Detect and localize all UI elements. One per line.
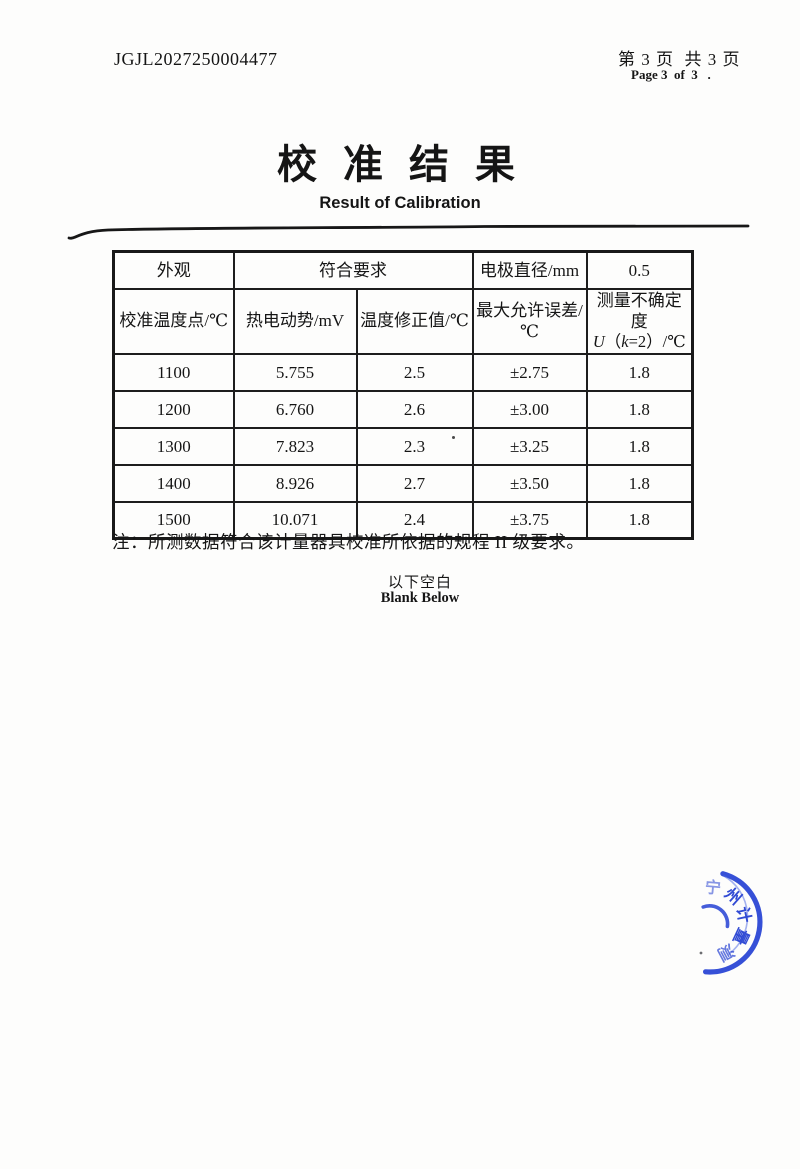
col-header-uncertainty: 测量不确定度 U（k=2）/℃ [585,287,694,355]
stamp-outer-arc [703,871,763,975]
certificate-number: JGJL2027250004477 [114,49,278,69]
cell-max-error: ±3.00 [471,389,588,429]
results-table-container: 外观 符合要求 电极直径/mm 0.5 校准温度点/℃ 热电动势/mV 温度修正… [112,250,694,541]
page-indicator-cn: 第 3 页 共 3 页 [618,50,741,69]
uncertainty-line1: 测量不确定度 [596,290,682,331]
cell-correction: 2.7 [355,463,474,503]
col-header-temp-point: 校准温度点/℃ [112,287,235,355]
cell-uncertainty: 1.8 [585,426,694,466]
cell-electrode-value: 0.5 [585,250,694,290]
cell-temp: 1200 [112,389,235,429]
stamp-char: 量 [729,925,752,947]
cell-correction: 2.4 [355,500,474,540]
table-row-appearance: 外观 符合要求 电极直径/mm 0.5 [112,250,694,290]
stamp-outer-arc-highlight [723,875,749,955]
title-divider-rule [67,224,750,240]
col-header-correction: 温度修正值/℃ [355,287,474,355]
page-subtitle: Result of Calibration [319,194,481,212]
stamp-ink-dot [699,951,703,955]
cell-uncertainty: 1.8 [585,352,694,392]
cell-emf: 7.823 [232,426,358,466]
blank-below-cn: 以下空白 [387,575,452,591]
cell-uncertainty: 1.8 [585,500,694,540]
cell-max-error: ±3.75 [471,500,588,540]
cell-correction: 2.5 [355,352,474,392]
stamp-char: 州 [720,884,745,909]
col-header-emf: 热电动势/mV [232,287,358,355]
calibration-results-table: 外观 符合要求 电极直径/mm 0.5 校准温度点/℃ 热电动势/mV 温度修正… [112,250,694,541]
table-row: 1500 10.071 2.4 ±3.75 1.8 [112,500,694,540]
cell-max-error: ±2.75 [471,352,588,392]
cell-max-error: ±3.25 [471,426,588,466]
cell-temp: 1400 [112,463,235,503]
cell-electrode-label: 电极直径/mm [471,250,588,290]
cell-uncertainty: 1.8 [585,389,694,429]
cell-emf: 5.755 [232,352,358,392]
stamp-inner-arc [701,904,730,929]
stamp-char: 宁 [704,877,722,897]
cell-appearance-label: 外观 [112,250,235,290]
ink-speck [452,436,455,439]
table-row: 1100 5.755 2.5 ±2.75 1.8 [112,352,694,392]
cell-temp: 1100 [112,352,235,392]
blank-below-en: Blank Below [380,590,460,606]
col-header-max-error: 最大允许误差/℃ [471,287,588,355]
stamp-char: 计 [733,905,755,925]
official-seal-stamp: 宁 州 计 量 测 [699,871,763,975]
cell-emf: 10.071 [232,500,358,540]
page-indicator-en: Page 3 of 3 . [631,67,711,82]
uncertainty-line2: U（k=2）/℃ [592,332,686,351]
cell-correction: 2.6 [355,389,474,429]
table-row: 1400 8.926 2.7 ±3.50 1.8 [112,463,694,503]
cell-uncertainty: 1.8 [585,463,694,503]
page-title: 校 准 结 果 [277,142,523,187]
cell-appearance-value: 符合要求 [232,250,474,290]
stamp-char: 测 [715,940,738,964]
cell-max-error: ±3.50 [471,463,588,503]
cell-correction: 2.3 [355,426,474,466]
cell-temp: 1300 [112,426,235,466]
table-row: 1200 6.760 2.6 ±3.00 1.8 [112,389,694,429]
table-row: 1300 7.823 2.3 ±3.25 1.8 [112,426,694,466]
cell-temp: 1500 [112,500,235,540]
note-text: 注：所测数据符合该计量器具校准所依据的规程 II 级要求。 [112,532,585,552]
cell-emf: 6.760 [232,389,358,429]
table-header-row: 校准温度点/℃ 热电动势/mV 温度修正值/℃ 最大允许误差/℃ 测量不确定度 … [112,287,694,355]
cell-emf: 8.926 [232,463,358,503]
